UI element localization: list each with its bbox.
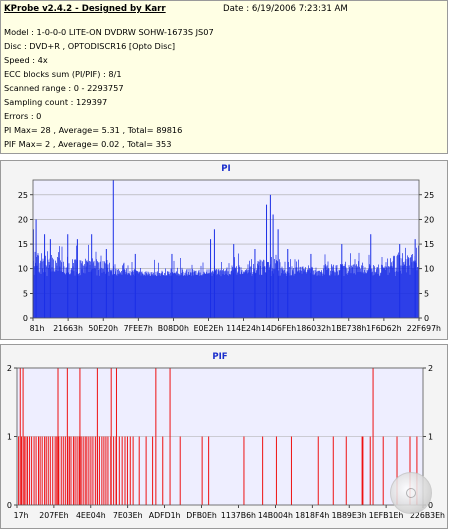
x-tick-label: ADFD1h [149, 511, 181, 520]
y-tick-label: 1 [428, 433, 433, 442]
plot-frame [16, 367, 424, 506]
y-tick-label: 1 [7, 433, 12, 442]
x-tick-label: 1137B6h [221, 511, 256, 520]
y-tick-label: 5 [424, 289, 429, 298]
pif-summary-line: PIF Max= 2 , Average= 0.02 , Total= 353 [4, 139, 172, 149]
y-tick-label: 25 [18, 191, 28, 200]
plot-frame [32, 179, 420, 319]
pif-series [18, 368, 418, 505]
x-tick-label: 22F697h [407, 324, 441, 333]
pif-chart: PIF 0 0 1 1 2 2 17h 207FEh 4EE04h 7E03Eh ADFD1h DFB0… [7, 352, 445, 520]
sampling-line: Sampling count : 129397 [4, 97, 108, 107]
y-tick-label: 0 [7, 501, 12, 510]
x-tick-label: 1F6D62h [366, 324, 401, 333]
x-tick-label: 226B3Eh [410, 511, 445, 520]
x-tick-label: 17h [14, 511, 29, 520]
y-tick-label: 0 [23, 314, 28, 323]
x-tick-label: 207FEh [39, 511, 68, 520]
y-tick-label: 10 [18, 265, 28, 274]
y-tick-label: 20 [424, 215, 434, 224]
errors-line: Errors : 0 [4, 111, 42, 121]
ecc-line: ECC blocks sum (PI/PIF) : 8/1 [4, 69, 122, 79]
x-tick-label: 114E24h [226, 324, 261, 333]
y-tick-label: 0 [424, 314, 429, 323]
x-tick-label: DFB0Eh [186, 511, 217, 520]
x-tick-label: E0E2Eh [194, 324, 224, 333]
x-tick-label: 7FEE7h [124, 324, 153, 333]
scan-info-panel: KProbe v2.4.2 - Designed by Karr Date : … [0, 0, 448, 154]
y-tick-label: 15 [424, 240, 434, 249]
pi-series [32, 180, 419, 318]
x-tick-label: 186032h [296, 324, 331, 333]
pi-chart: PI 0 0 5 5 10 10 15 15 20 20 25 25 81h 21663h 50E20h 7FE… [18, 164, 441, 333]
pif-chart-panel: PIF 0 0 1 1 2 2 17h 207FEh 4EE04h 7E03Eh ADFD1h DFB0… [0, 344, 448, 529]
x-tick-label: 1BE738h [331, 324, 366, 333]
x-tick-label: B08D0h [158, 324, 189, 333]
y-tick-label: 20 [18, 215, 28, 224]
y-tick-label: 10 [424, 265, 434, 274]
x-tick-label: 14B004h [258, 511, 293, 520]
speed-line: Speed : 4x [4, 55, 48, 65]
chart-title: PI [221, 164, 230, 174]
y-tick-label: 15 [18, 240, 28, 249]
range-line: Scanned range : 0 - 2293757 [4, 83, 124, 93]
y-tick-label: 2 [428, 364, 433, 373]
x-tick-label: 81h [30, 324, 45, 333]
x-tick-label: 7E03Eh [113, 511, 143, 520]
y-tick-label: 25 [424, 191, 434, 200]
scan-date: Date : 6/19/2006 7:23:31 AM [223, 4, 348, 14]
x-tick-label: 50E20h [88, 324, 118, 333]
x-tick-label: 1818F4h [295, 511, 329, 520]
pi-chart-panel: PI 0 0 5 5 10 10 15 15 20 20 25 25 81h 21663h 50E20h 7FE… [0, 160, 448, 340]
x-tick-label: 4EE04h [76, 511, 106, 520]
pi-summary-line: PI Max= 28 , Average= 5.31 , Total= 8981… [4, 125, 183, 135]
app-title: KProbe v2.4.2 - Designed by Karr [4, 4, 166, 14]
y-tick-label: 5 [23, 289, 28, 298]
chart-title: PIF [212, 352, 227, 362]
disc-icon [390, 472, 432, 514]
x-tick-label: 1EFB1Eh [369, 511, 404, 520]
disc-line: Disc : DVD+R , OPTODISCR16 [Opto Disc] [4, 41, 176, 51]
y-tick-label: 0 [428, 501, 433, 510]
model-line: Model : 1-0-0-0 LITE-ON DVDRW SOHW-1673S… [4, 27, 214, 37]
x-tick-label: 1B89E3h [332, 511, 367, 520]
x-tick-label: 14D6FEh [261, 324, 296, 333]
y-tick-label: 2 [7, 364, 12, 373]
x-tick-label: 21663h [53, 324, 83, 333]
